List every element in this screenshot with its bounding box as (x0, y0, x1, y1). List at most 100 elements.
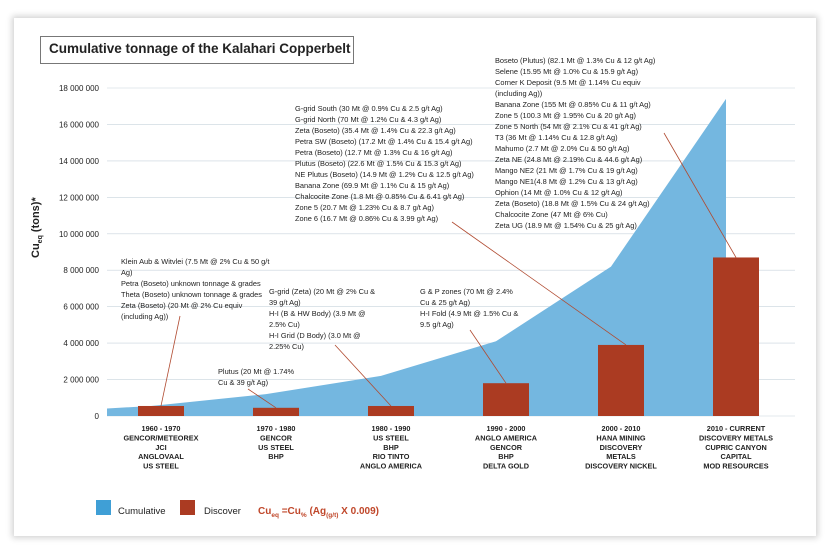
y-tick-label: 12 000 000 (59, 193, 100, 202)
annotation-line: T3 (36 Mt @ 1.14% Cu & 12.8 g/t Ag) (495, 133, 618, 142)
discover-bar (598, 344, 644, 416)
legend-label-cumulative: Cumulative (118, 506, 166, 517)
chart-title: Cumulative tonnage of the Kalahari Coppe… (49, 41, 351, 56)
x-category-label: 2000 - 2010 (602, 424, 641, 433)
cumulative-area (107, 98, 726, 416)
annotation-line: Ag) (121, 268, 133, 277)
y-tick-label: 16 000 000 (59, 120, 100, 129)
annotation-line: Banana Zone (69.9 Mt @ 1.1% Cu & 15 g/t … (295, 181, 450, 190)
annotation-line: NE Plutus (Boseto) (14.9 Mt @ 1.2% Cu & … (295, 170, 474, 179)
x-category-label: 1960 - 1970 (142, 424, 181, 433)
annotation-2000-2010: G-grid South (30 Mt @ 0.9% Cu & 2.5 g/t … (295, 103, 474, 224)
annotation-line: Petra (Boseto) (12.7 Mt @ 1.3% Cu & 16 g… (295, 148, 453, 157)
x-category-label: DISCOVERY METALS (699, 433, 773, 442)
annotation-leader (160, 315, 181, 407)
annotation-1990-2000: G & P zones (70 Mt @ 2.4% Cu & 25 g/t Ag)… (420, 286, 518, 330)
annotation-line: Klein Aub & Witvlei (7.5 Mt @ 2% Cu & 50… (121, 257, 270, 266)
annotation-line: Cu & 39 g/t Ag) (218, 378, 269, 387)
annotation-line: Zeta (Boseto) (18.8 Mt @ 1.5% Cu & 24 g/… (495, 199, 650, 208)
annotation-line: Plutus (20 Mt @ 1.74% (218, 367, 295, 376)
annotation-line: Plutus (Boseto) (22.6 Mt @ 1.5% Cu & 15.… (295, 159, 462, 168)
discover-bar (713, 257, 759, 416)
x-category-label: GENCOR (260, 433, 293, 442)
annotation-1960-1970: Klein Aub & Witvlei (7.5 Mt @ 2% Cu & 50… (121, 256, 269, 322)
y-tick-label: 8 000 000 (63, 266, 99, 275)
x-category-label: RIO TINTO (373, 452, 410, 461)
annotation-leader (334, 344, 392, 407)
annotation-leader (247, 388, 277, 409)
x-category-label: DISCOVERY NICKEL (585, 462, 657, 471)
annotation-line: Zeta (Boseto) (35.4 Mt @ 1.4% Cu & 22.3 … (295, 126, 456, 135)
x-category-label: BHP (268, 452, 284, 461)
annotation-line: Mango NE2 (21 Mt @ 1.7% Cu & 19 g/t Ag) (495, 166, 638, 175)
x-category-label: DELTA GOLD (483, 462, 529, 471)
annotation-line: Petra SW (Boseto) (17.2 Mt @ 1.4% Cu & 1… (295, 137, 473, 146)
annotation-line: Cu & 25 g/t Ag) (420, 298, 471, 307)
annotation-line: Chalcocite Zone (1.8 Mt @ 0.85% Cu & 6.4… (295, 192, 465, 201)
annotation-line: Zone 5 (20.7 Mt @ 1.23% Cu & 8.7 g/t Ag) (295, 203, 434, 212)
x-category-label: ANGLO AMERICA (475, 433, 538, 442)
annotation-line: G-grid North (70 Mt @ 1.2% Cu & 4.3 g/t … (295, 115, 442, 124)
x-category-label: CAPITAL (720, 452, 752, 461)
x-category-label: MOD RESOURCES (703, 462, 768, 471)
annotation-line: Mango NE1(4.8 Mt @ 1.2% Cu & 13 g/t Ag) (495, 177, 638, 186)
annotation-line: Corner K Deposit (9.5 Mt @ 1.14% Cu equi… (495, 78, 641, 87)
x-category-label: 1990 - 2000 (487, 424, 526, 433)
annotation-line: Selene (15.95 Mt @ 1.0% Cu & 15.9 g/t Ag… (495, 67, 639, 76)
annotation-line: (including Ag)) (495, 89, 543, 98)
annotation-line: H-I Fold (4.9 Mt @ 1.5% Cu & (420, 309, 519, 318)
annotation-leader (469, 329, 507, 384)
y-axis-label: Cueq (tons)* (30, 197, 45, 258)
discover-bar (253, 407, 299, 416)
legend-swatch-discover (180, 500, 195, 515)
annotation-line: Zone 6 (16.7 Mt @ 0.86% Cu & 3.99 g/t Ag… (295, 214, 439, 223)
x-category-label: 2010 - CURRENT (707, 424, 766, 433)
y-tick-label: 18 000 000 (59, 84, 100, 93)
x-category-label: 1970 - 1980 (257, 424, 296, 433)
annotation-line: Chalcocite Zone (47 Mt @ 6% Cu) (495, 210, 608, 219)
annotation-line: H-I Grid (D Body) (3.0 Mt @ (269, 331, 361, 340)
annotation-line: 9.5 g/t Ag) (420, 320, 454, 329)
x-category-label: 1980 - 1990 (372, 424, 411, 433)
annotation-line: Petra (Boseto) unknown tonnage & grades (121, 279, 261, 288)
annotation-line: Boseto (Plutus) (82.1 Mt @ 1.3% Cu & 12 … (495, 56, 656, 65)
annotation-line: (including Ag)) (121, 312, 169, 321)
annotation-line: Mahumo (2.7 Mt @ 2.0% Cu & 50 g/t Ag) (495, 144, 630, 153)
legend-swatch-cumulative (96, 500, 111, 515)
annotation-line: Banana Zone (155 Mt @ 0.85% Cu & 11 g/t … (495, 100, 651, 109)
annotation-line: 39 g/t Ag) (269, 298, 301, 307)
annotation-line: Ophion (14 Mt @ 1.0% Cu & 12 g/t Ag) (495, 188, 623, 197)
discover-bar (138, 405, 184, 416)
annotation-line: G-grid (Zeta) (20 Mt @ 2% Cu & (269, 287, 376, 296)
annotation-line: Zeta UG (18.9 Mt @ 1.54% Cu & 25 g/t Ag) (495, 221, 637, 230)
x-category-label: BHP (498, 452, 514, 461)
x-category-label: JCI (155, 443, 166, 452)
discover-bar (483, 383, 529, 416)
annotation-line: G & P zones (70 Mt @ 2.4% (420, 287, 513, 296)
x-category-label: GENCOR/METEOREX (123, 433, 198, 442)
y-tick-label: 0 (95, 412, 100, 421)
y-tick-label: 14 000 000 (59, 157, 100, 166)
annotation-line: Theta (Boseto) unknown tonnage & grades (121, 290, 262, 299)
annotation-line: Zone 5 (100.3 Mt @ 1.95% Cu & 20 g/t Ag) (495, 111, 637, 120)
y-tick-label: 6 000 000 (63, 303, 99, 312)
annotation-line: Zone 5 North (54 Mt @ 2.1% Cu & 41 g/t A… (495, 122, 642, 131)
annotation-line: 2.5% Cu) (269, 320, 300, 329)
annotation-line: G-grid South (30 Mt @ 0.9% Cu & 2.5 g/t … (295, 104, 443, 113)
x-category-label: ANGLOVAAL (138, 452, 184, 461)
x-category-label: BHP (383, 443, 399, 452)
annotation-line: 2.25% Cu) (269, 342, 304, 351)
y-tick-label: 4 000 000 (63, 339, 99, 348)
annotation-line: Zeta NE (24.8 Mt @ 2.19% Cu & 44.6 g/t A… (495, 155, 643, 164)
x-category-label: US STEEL (373, 433, 409, 442)
x-category-label: DISCOVERY (600, 443, 643, 452)
x-category-label: HANA MINING (596, 433, 646, 442)
chart-title-box: Cumulative tonnage of the Kalahari Coppe… (40, 36, 354, 64)
x-category-label: US STEEL (258, 443, 294, 452)
y-tick-label: 10 000 000 (59, 230, 100, 239)
annotation-leader (451, 221, 627, 346)
annotation-1970-1980: Plutus (20 Mt @ 1.74% Cu & 39 g/t Ag) (218, 366, 294, 388)
y-tick-label: 2 000 000 (63, 376, 99, 385)
legend-label-discover: Discover (204, 506, 241, 517)
